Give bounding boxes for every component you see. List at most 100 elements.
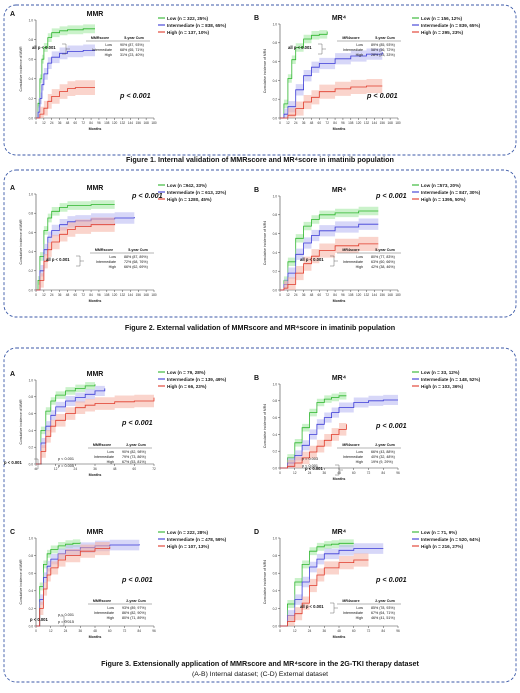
- panel-title: MMR: [87, 11, 104, 18]
- p-value-pairwise: all p < 0.001: [46, 257, 70, 262]
- legend-label-intermediate: Intermediate (n = 148, 52%): [421, 377, 481, 382]
- comparison-bracket: [330, 255, 338, 267]
- table-cell: 67% (53, 81%): [122, 460, 146, 464]
- p-value-main: p < 0.001: [375, 575, 407, 584]
- x-tick-label: 12: [293, 471, 297, 475]
- x-tick-label: 24: [50, 293, 54, 297]
- table-cell: Low: [356, 43, 363, 47]
- x-tick-label: 24: [64, 629, 68, 633]
- x-tick-label: 24: [294, 121, 298, 125]
- y-tick-label: 0.0: [29, 624, 34, 628]
- panel-title: MMR: [87, 185, 104, 192]
- x-tick-label: 72: [123, 629, 127, 633]
- y-tick-label: 0.2: [29, 446, 34, 450]
- table-cell: High: [356, 460, 363, 464]
- p-value-pairwise: all p < 0.001: [300, 604, 324, 609]
- table-cell: Low: [107, 450, 114, 454]
- curve-intermediate: [36, 50, 95, 119]
- x-tick-label: 36: [58, 121, 62, 125]
- x-tick-label: 12: [54, 467, 58, 471]
- legend-label-intermediate: Intermediate (n = 847, 30%): [421, 190, 481, 195]
- table-cell: 85% (78, 93%): [371, 606, 395, 610]
- figure3-frame: [3, 347, 517, 683]
- x-tick-label: 84: [89, 121, 93, 125]
- x-tick-label: 180: [151, 121, 157, 125]
- x-tick-label: 132: [120, 121, 126, 125]
- legend-label-intermediate: Intermediate (n = 520, 64%): [421, 537, 481, 542]
- comparison-bracket: [318, 43, 326, 55]
- y-tick-label: 0.6: [273, 60, 278, 64]
- table-cell: High: [356, 53, 363, 57]
- y-tick-label: 1.0: [29, 18, 34, 22]
- table-cell: Low: [105, 43, 112, 47]
- legend-label-low: Low (n = 156, 12%): [421, 16, 462, 21]
- panel-3C: C MMR 0.0 0.2 0.4 0.6 0.8 1.0 0 12 24 36 48 60 72 84 96 M…: [10, 529, 227, 639]
- curve-high: [36, 223, 116, 291]
- legend-label-low: Low (n = 33, 12%): [421, 370, 460, 375]
- band-low: [280, 206, 379, 290]
- legend-label-low: Low (n = 222, 28%): [167, 530, 208, 535]
- y-tick-label: 0.4: [273, 251, 278, 255]
- table-cell: 79% (73, 86%): [122, 455, 146, 459]
- curve-low: [280, 395, 347, 469]
- x-tick-label: 0: [35, 121, 37, 125]
- legend-label-low: Low (n = 322, 25%): [167, 16, 208, 21]
- table-cell: High: [109, 265, 116, 269]
- table-cell: 68% (65, 71%): [120, 48, 144, 52]
- x-tick-label: 144: [372, 293, 378, 297]
- x-axis-label: Months: [89, 127, 102, 131]
- table-cell: 93% (89, 97%): [122, 606, 146, 610]
- p-value-pairwise: all p < 0.001: [300, 257, 324, 262]
- panel-title: MR⁴: [332, 15, 347, 22]
- figure3-caption: Figure 3. Extensionally application of M…: [101, 659, 419, 668]
- y-tick-label: 0.2: [273, 450, 278, 454]
- y-tick-label: 0.0: [273, 466, 278, 470]
- comparison-bracket: [62, 43, 70, 55]
- table-cell: 28% (23, 33%): [371, 53, 395, 57]
- table-cell: 58% (56, 72%): [371, 48, 395, 52]
- y-tick-label: 0.2: [29, 607, 34, 611]
- legend-label-low: Low (n = 71, 9%): [421, 530, 457, 535]
- x-tick-label: 60: [74, 121, 78, 125]
- legend-label-high: High (n = 1395, 50%): [421, 197, 466, 202]
- y-tick-label: 0.4: [29, 250, 34, 254]
- x-tick-label: 84: [89, 293, 93, 297]
- x-tick-label: 120: [356, 121, 362, 125]
- band-high: [280, 418, 347, 468]
- table-cell: 86% (82, 90%): [122, 611, 146, 615]
- y-tick-label: 0.8: [29, 554, 34, 558]
- x-tick-label: 96: [396, 629, 400, 633]
- comparison-bracket: [76, 255, 84, 267]
- x-tick-label: 96: [396, 471, 400, 475]
- legend-label-intermediate: Intermediate (n = 839, 65%): [421, 23, 481, 28]
- table-cell: 63% (60, 66%): [371, 260, 395, 264]
- legend-label-high: High (n = 216, 27%): [421, 544, 463, 549]
- x-tick-label: 132: [364, 121, 370, 125]
- panel-title: MR⁴: [332, 375, 347, 382]
- x-tick-label: 84: [381, 629, 385, 633]
- band-intermediate: [36, 383, 105, 464]
- figure2-frame: [3, 169, 517, 318]
- y-tick-label: 0.8: [273, 213, 278, 217]
- band-high: [36, 216, 115, 290]
- x-tick-label: 108: [348, 293, 354, 297]
- table-cell: High: [105, 53, 112, 57]
- table-cell: Low: [109, 255, 116, 259]
- table-cell: Intermediate: [343, 455, 363, 459]
- x-tick-label: 12: [42, 121, 46, 125]
- p-value-main: p < 0.001: [121, 418, 153, 427]
- x-tick-label: 84: [333, 293, 337, 297]
- x-axis-label: Months: [89, 473, 102, 477]
- y-tick-label: 0.6: [29, 412, 34, 416]
- legend-label-high: High (n = 137, 10%): [167, 30, 209, 35]
- table-cell: 46% (41, 51%): [371, 616, 395, 620]
- y-tick-label: 0.8: [273, 399, 278, 403]
- table-cell: Intermediate: [92, 48, 112, 52]
- x-tick-label: 0: [279, 471, 281, 475]
- y-tick-label: 0.0: [273, 116, 278, 120]
